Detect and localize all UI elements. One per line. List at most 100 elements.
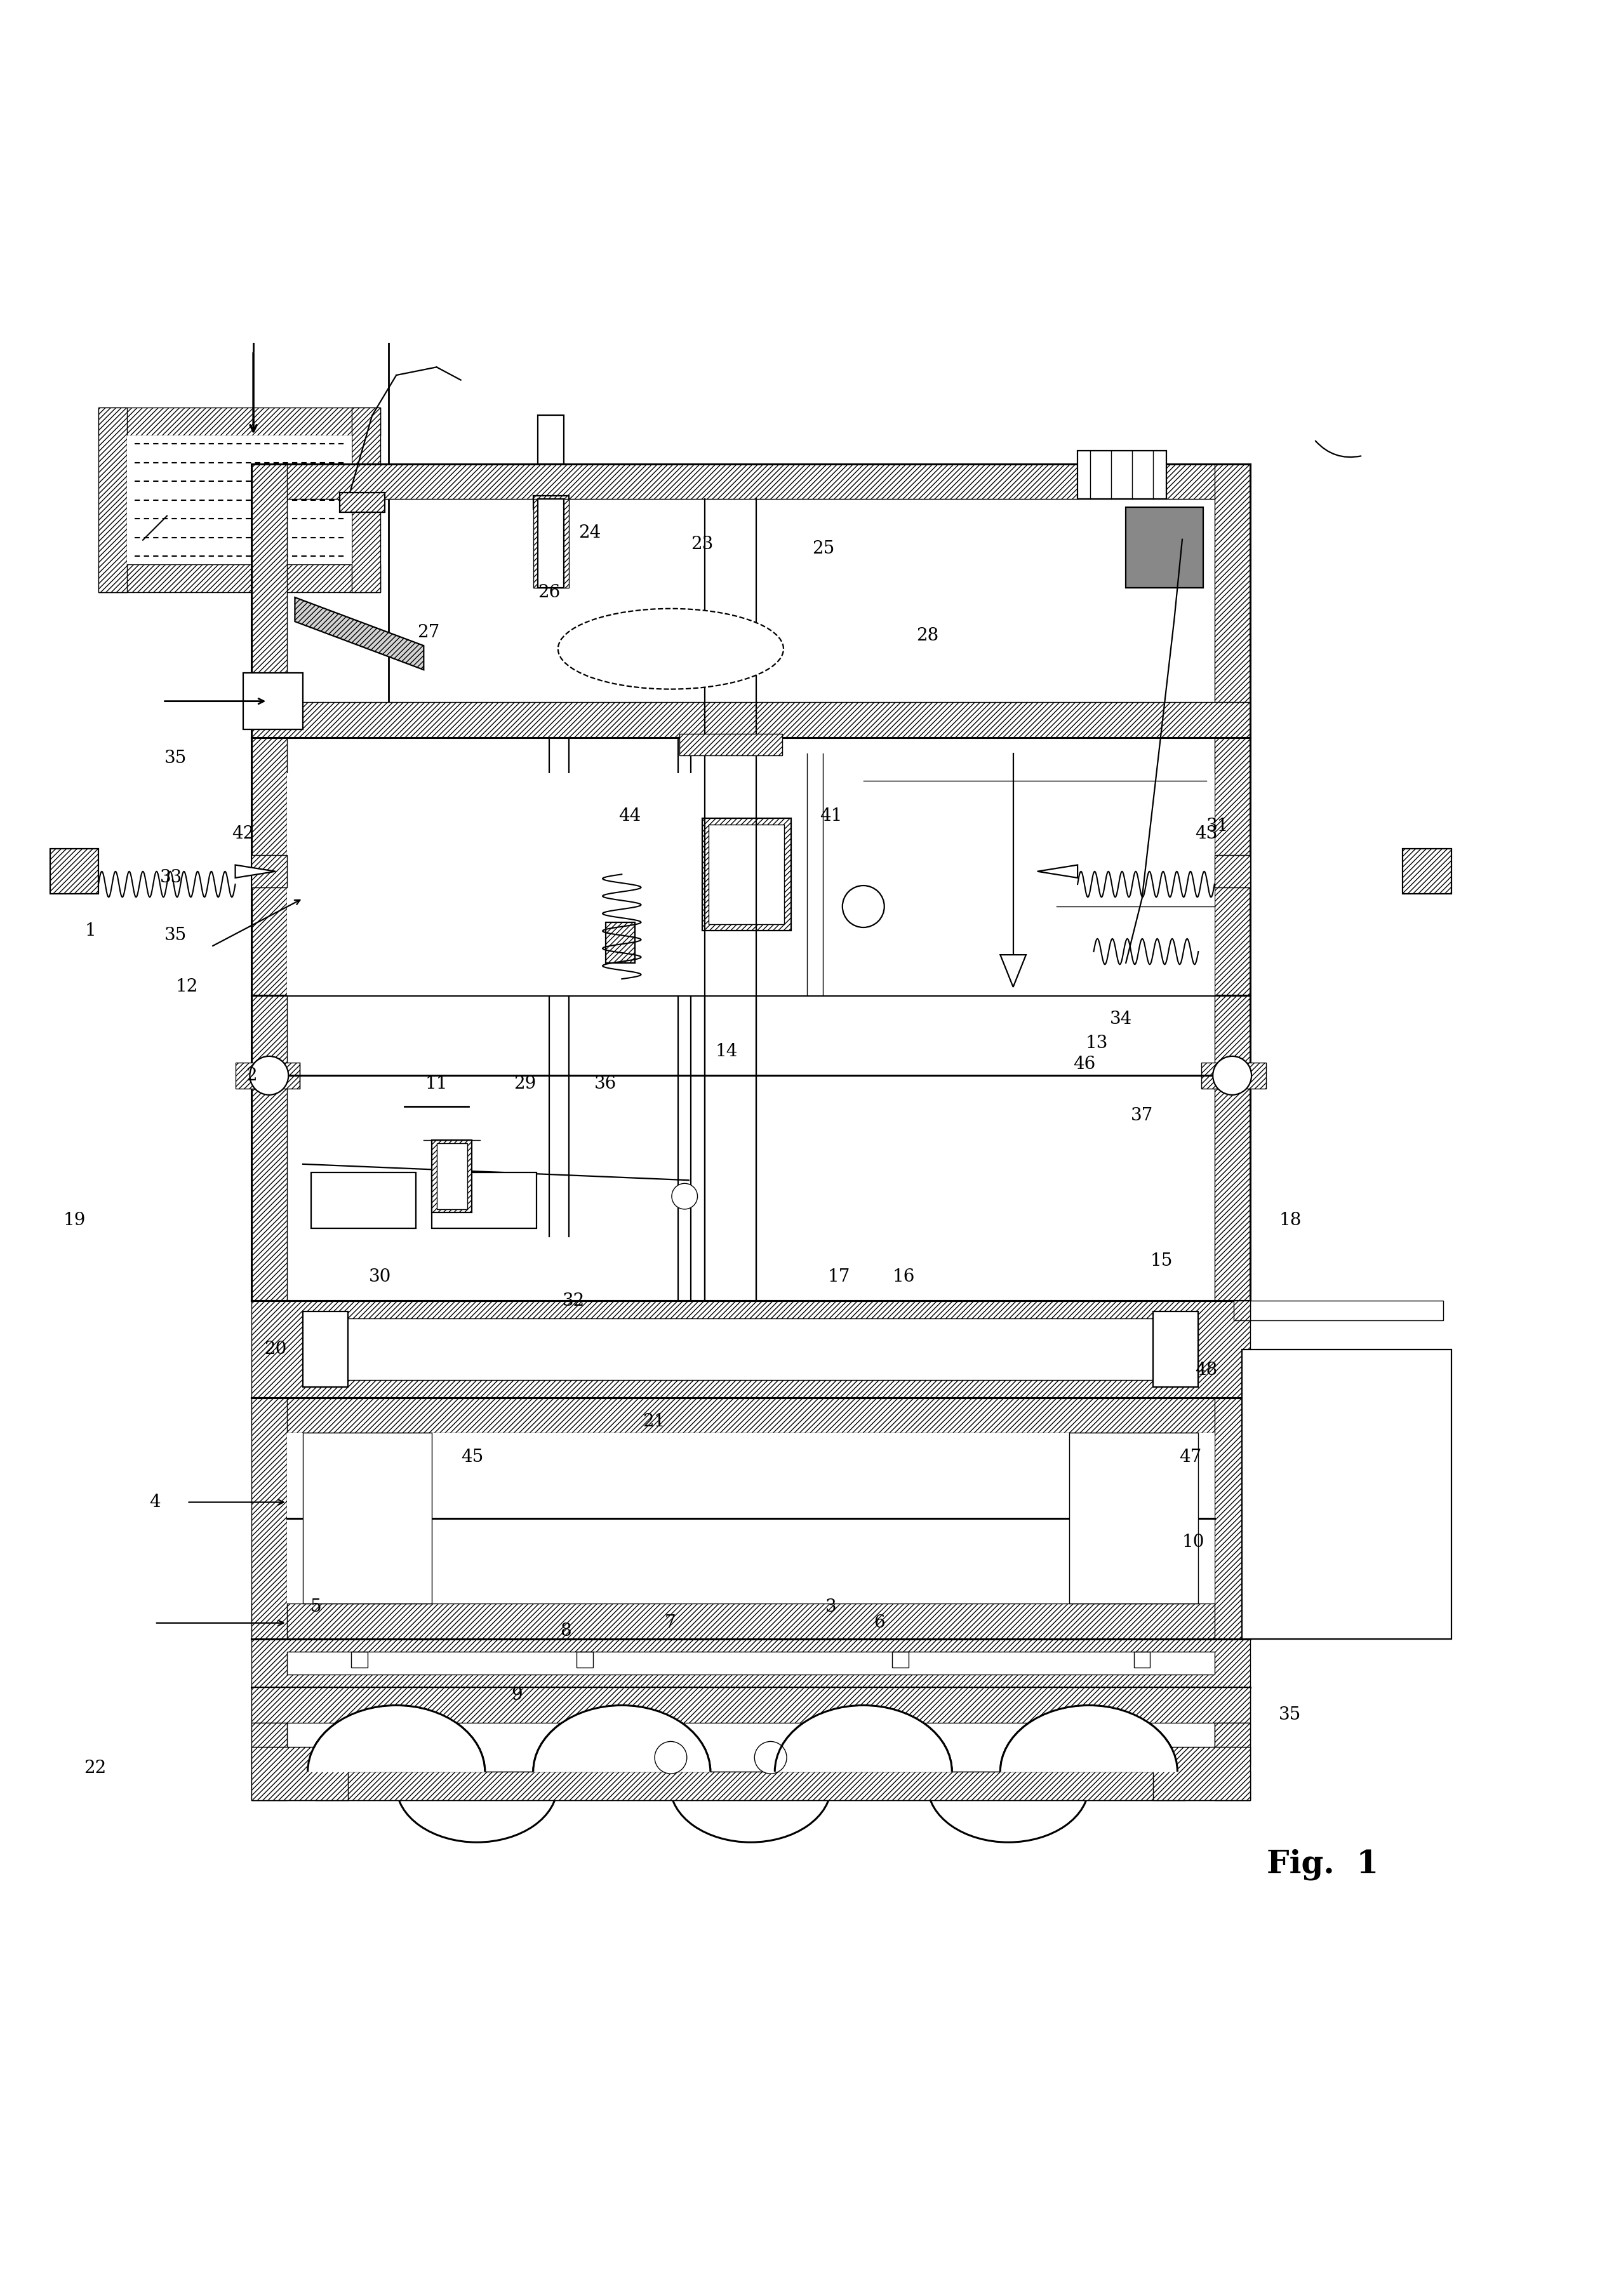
- Bar: [252, 464, 287, 737]
- Bar: [1403, 850, 1451, 893]
- Bar: [1201, 1063, 1265, 1088]
- Text: 35: 35: [165, 751, 187, 767]
- Text: 14: 14: [715, 1042, 738, 1061]
- Text: 31: 31: [1206, 817, 1228, 833]
- Bar: [1214, 737, 1249, 994]
- Bar: [244, 673, 303, 730]
- Text: 20: 20: [265, 1341, 287, 1357]
- Bar: [1214, 1688, 1249, 1800]
- Text: 29: 29: [513, 1075, 536, 1093]
- Bar: [236, 1063, 300, 1088]
- Polygon shape: [775, 1706, 952, 1773]
- Bar: [1214, 994, 1249, 1302]
- Polygon shape: [308, 1706, 484, 1773]
- Bar: [1135, 1651, 1151, 1667]
- Text: 5: 5: [310, 1598, 321, 1616]
- Bar: [312, 1173, 416, 1228]
- Bar: [1078, 450, 1167, 498]
- Bar: [252, 994, 287, 1302]
- Text: 43: 43: [1196, 827, 1217, 843]
- Text: 8: 8: [560, 1623, 571, 1639]
- Circle shape: [1212, 1056, 1251, 1095]
- Text: 21: 21: [642, 1412, 665, 1430]
- Bar: [287, 774, 1214, 994]
- Text: Fig.  1: Fig. 1: [1267, 1848, 1378, 1880]
- Bar: [252, 1688, 287, 1800]
- Text: 44: 44: [618, 808, 641, 824]
- Text: 16: 16: [893, 1267, 915, 1286]
- Text: 12: 12: [176, 978, 199, 996]
- Text: 35: 35: [165, 928, 187, 944]
- Polygon shape: [295, 597, 424, 670]
- Bar: [352, 406, 381, 592]
- Text: 46: 46: [1073, 1056, 1096, 1072]
- Text: 6: 6: [873, 1614, 884, 1632]
- Bar: [303, 1318, 1198, 1380]
- Bar: [252, 1398, 1249, 1433]
- Circle shape: [250, 1056, 289, 1095]
- Bar: [252, 1603, 1249, 1639]
- Bar: [252, 856, 287, 889]
- Text: 25: 25: [812, 540, 834, 558]
- Bar: [252, 1722, 287, 1766]
- Bar: [1233, 1302, 1249, 1320]
- Text: 9: 9: [512, 1688, 523, 1704]
- Circle shape: [655, 1740, 688, 1775]
- Text: 37: 37: [1131, 1107, 1154, 1125]
- Text: 13: 13: [1086, 1035, 1109, 1052]
- Text: 32: 32: [562, 1293, 584, 1309]
- Text: 28: 28: [917, 627, 939, 645]
- Bar: [1070, 1433, 1198, 1603]
- Bar: [537, 416, 563, 464]
- Circle shape: [843, 886, 884, 928]
- Text: 24: 24: [578, 523, 600, 542]
- Text: 19: 19: [63, 1212, 86, 1228]
- Bar: [252, 1688, 1249, 1722]
- Bar: [252, 737, 287, 994]
- Bar: [128, 436, 352, 565]
- Bar: [1214, 856, 1249, 889]
- Bar: [679, 735, 783, 755]
- Bar: [303, 1433, 433, 1603]
- Text: 7: 7: [665, 1614, 676, 1632]
- Text: 3: 3: [826, 1598, 836, 1616]
- Circle shape: [754, 1740, 786, 1775]
- Bar: [303, 1311, 349, 1387]
- Bar: [533, 496, 568, 510]
- Bar: [98, 406, 381, 436]
- Bar: [433, 1139, 471, 1212]
- Bar: [709, 824, 784, 925]
- Polygon shape: [1001, 955, 1027, 987]
- Circle shape: [671, 1182, 697, 1210]
- Text: 22: 22: [84, 1759, 107, 1777]
- Bar: [252, 1773, 1249, 1800]
- Bar: [252, 703, 1249, 737]
- Text: 33: 33: [160, 868, 182, 886]
- Bar: [1214, 1722, 1249, 1766]
- Bar: [1241, 1350, 1451, 1639]
- Bar: [576, 1651, 592, 1667]
- Text: 1: 1: [84, 923, 95, 939]
- Bar: [252, 1302, 1249, 1398]
- Bar: [1214, 1398, 1249, 1639]
- Text: 15: 15: [1151, 1251, 1172, 1270]
- Bar: [1154, 1747, 1249, 1800]
- Text: 26: 26: [537, 583, 560, 602]
- Bar: [287, 1433, 1214, 1603]
- Bar: [98, 565, 381, 592]
- Bar: [341, 494, 386, 512]
- Bar: [533, 498, 568, 588]
- Polygon shape: [1038, 866, 1078, 877]
- Text: 48: 48: [1196, 1362, 1217, 1380]
- Text: 17: 17: [828, 1267, 851, 1286]
- Text: 18: 18: [1278, 1212, 1301, 1228]
- Polygon shape: [295, 597, 424, 670]
- Bar: [287, 1651, 1214, 1674]
- Text: 47: 47: [1180, 1449, 1201, 1465]
- Bar: [433, 1173, 536, 1228]
- Text: 41: 41: [820, 808, 843, 824]
- Bar: [702, 817, 791, 930]
- Text: 27: 27: [418, 625, 439, 641]
- Text: 23: 23: [691, 535, 713, 553]
- Bar: [1127, 507, 1202, 588]
